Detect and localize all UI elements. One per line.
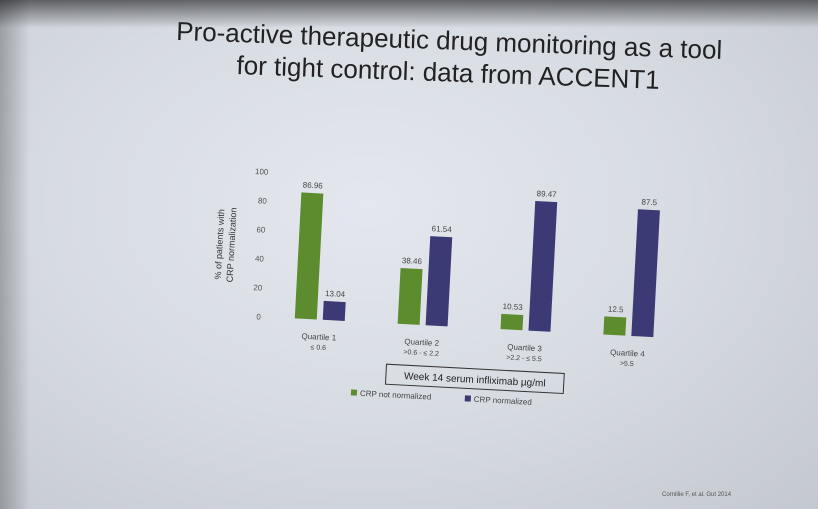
data-label: 87.5 bbox=[641, 197, 658, 207]
legend-entry: CRP normalized bbox=[474, 395, 533, 407]
data-label: 86.96 bbox=[303, 180, 324, 190]
bar-normalized-q2 bbox=[425, 236, 453, 327]
category-label: Quartile 3 bbox=[507, 342, 543, 353]
x-axis-label-box bbox=[384, 363, 565, 395]
bar-not-normalized-q3 bbox=[500, 313, 524, 331]
y-axis-label-line-1: % of patients with bbox=[213, 209, 227, 280]
y-axis-label-line-2: CRP normalization bbox=[225, 207, 239, 282]
category-sublabel: ≤ 0.6 bbox=[310, 344, 326, 352]
category-label: Quartile 4 bbox=[610, 348, 646, 359]
legend-entry: CRP not normalized bbox=[360, 389, 432, 402]
bar-normalized-q4 bbox=[631, 209, 660, 338]
data-label: 38.46 bbox=[402, 256, 423, 266]
y-tick-label: 0 bbox=[256, 312, 261, 321]
bar-not-normalized-q4 bbox=[603, 316, 627, 336]
data-label: 61.54 bbox=[431, 224, 452, 234]
bar-not-normalized-q1 bbox=[294, 192, 324, 320]
category-sublabel: >2.2 - ≤ 5.5 bbox=[506, 354, 542, 363]
y-tick-label: 80 bbox=[258, 196, 268, 205]
x-axis-label: Week 14 serum infliximab µg/ml bbox=[404, 371, 546, 389]
citation: Cornillie F, et al. Gut 2014 bbox=[662, 492, 732, 498]
data-label: 13.04 bbox=[325, 289, 346, 299]
data-label: 10.53 bbox=[502, 302, 523, 312]
y-tick-label: 100 bbox=[255, 167, 269, 177]
bar-not-normalized-q2 bbox=[397, 268, 423, 325]
legend-swatch bbox=[350, 389, 358, 396]
bar-normalized-q1 bbox=[322, 300, 346, 321]
category-label: Quartile 1 bbox=[301, 332, 337, 343]
y-tick-label: 40 bbox=[255, 254, 265, 263]
category-sublabel: >0.6 - ≤ 2.2 bbox=[403, 349, 439, 358]
legend-swatch bbox=[464, 395, 471, 402]
category-sublabel: >5.5 bbox=[620, 360, 634, 368]
data-label: 12.5 bbox=[608, 305, 625, 315]
y-tick-label: 20 bbox=[253, 283, 263, 292]
bar-normalized-q3 bbox=[528, 201, 558, 332]
data-label: 89.47 bbox=[536, 189, 557, 199]
y-tick-label: 60 bbox=[256, 225, 266, 234]
category-label: Quartile 2 bbox=[404, 337, 440, 348]
